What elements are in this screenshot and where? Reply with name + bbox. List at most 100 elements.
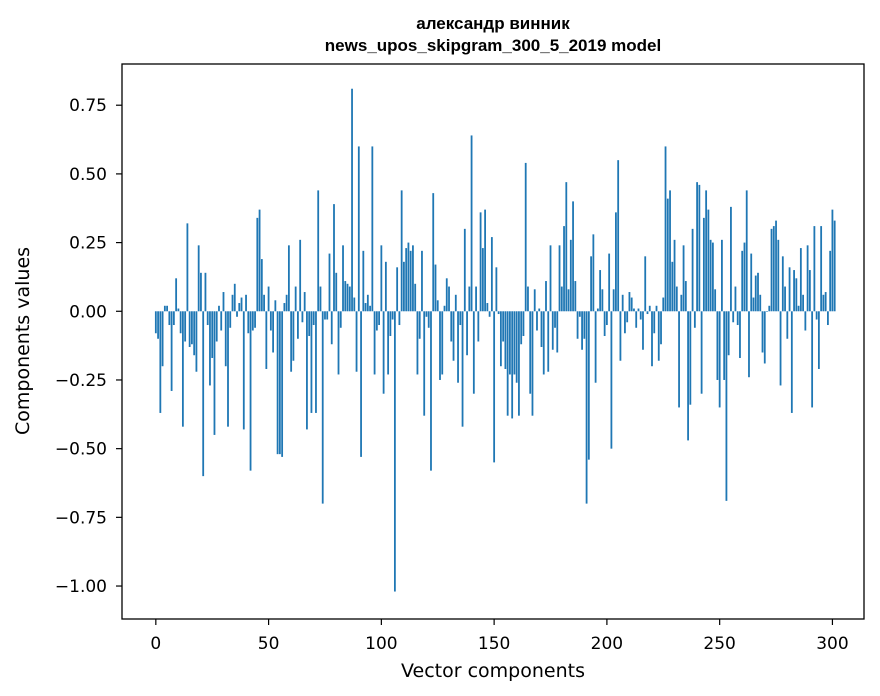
bar-component-77 — [328, 253, 331, 312]
bar-component-49 — [265, 311, 268, 369]
bar-component-253 — [725, 311, 728, 501]
bar-component-172 — [542, 311, 545, 375]
bar-component-34 — [231, 294, 234, 312]
bar-component-292 — [813, 226, 816, 312]
bar-component-0 — [154, 311, 157, 334]
bar-component-10 — [177, 308, 180, 312]
bar-component-154 — [502, 311, 505, 342]
bar-component-188 — [578, 311, 581, 317]
bar-component-124 — [434, 264, 437, 312]
bar-component-210 — [628, 292, 631, 312]
bar-component-187 — [576, 311, 579, 339]
bar-component-70 — [312, 311, 315, 326]
bar-component-220 — [651, 311, 653, 367]
bar-component-289 — [806, 245, 809, 312]
bar-component-140 — [470, 135, 473, 312]
bar-component-121 — [427, 311, 430, 328]
bar-component-108 — [398, 311, 401, 326]
bar-component-55 — [278, 311, 281, 455]
bar-component-180 — [560, 286, 563, 312]
bar-component-228 — [669, 190, 671, 312]
bar-component-37 — [238, 303, 241, 312]
bar-component-148 — [488, 311, 491, 317]
bar-component-233 — [680, 294, 683, 312]
y-axis-ticks: −1.00 −0.75 −0.50 −0.25 0.00 0.25 0.50 0.75 — [55, 96, 122, 597]
bar-component-257 — [734, 286, 737, 312]
bar-component-275 — [775, 220, 777, 312]
bar-component-24 — [209, 311, 211, 386]
bar-component-17 — [193, 311, 196, 356]
bar-component-177 — [554, 311, 556, 328]
bar-component-200 — [605, 311, 608, 326]
bar-component-104 — [389, 311, 392, 337]
bar-component-151 — [495, 267, 498, 312]
bar-component-211 — [630, 297, 633, 312]
bar-component-66 — [303, 292, 306, 312]
bar-component-16 — [191, 311, 193, 345]
bar-component-95 — [369, 305, 371, 312]
bar-component-271 — [766, 311, 768, 312]
bar-component-243 — [702, 217, 705, 312]
bar-component-105 — [391, 311, 394, 320]
y-tick-label: −0.75 — [55, 508, 107, 528]
bar-component-247 — [711, 242, 714, 312]
bar-component-136 — [461, 311, 464, 427]
bar-component-295 — [820, 226, 823, 312]
bar-component-12 — [181, 311, 184, 427]
bar-component-299 — [829, 250, 832, 312]
bar-component-100 — [380, 245, 383, 312]
bar-component-280 — [786, 311, 789, 339]
bar-component-28 — [218, 305, 220, 312]
bar-component-23 — [206, 311, 209, 326]
y-tick-label: 0.75 — [69, 96, 107, 116]
x-tick-label: 0 — [150, 634, 161, 654]
bar-component-283 — [793, 270, 795, 312]
bar-component-294 — [817, 311, 820, 369]
bar-component-4 — [163, 305, 166, 312]
bar-component-288 — [804, 311, 807, 331]
bar-component-191 — [585, 311, 588, 504]
bar-component-293 — [815, 311, 818, 320]
bar-component-216 — [642, 311, 644, 350]
bar-component-59 — [287, 245, 290, 312]
bar-component-29 — [220, 311, 223, 331]
bar-component-150 — [493, 311, 496, 463]
bar-component-249 — [716, 311, 719, 380]
x-tick-label: 250 — [703, 634, 735, 654]
bar-component-8 — [172, 311, 175, 326]
bar-component-286 — [799, 248, 802, 312]
chart-title-line-2: news_upos_skipgram_300_5_2019 model — [325, 36, 661, 55]
bar-component-199 — [603, 311, 606, 337]
bar-component-111 — [405, 248, 408, 312]
bar-component-98 — [375, 311, 378, 331]
bar-component-231 — [675, 286, 678, 312]
bar-component-64 — [299, 239, 302, 312]
x-tick-label: 200 — [591, 634, 623, 654]
bar-component-48 — [263, 294, 265, 312]
bar-component-46 — [258, 209, 261, 312]
bar-component-152 — [497, 311, 500, 315]
bar-component-65 — [301, 311, 304, 323]
bar-component-41 — [247, 311, 250, 334]
bar-component-156 — [506, 311, 509, 416]
bar-component-114 — [412, 245, 414, 312]
bar-component-237 — [689, 311, 692, 405]
bar-component-36 — [236, 311, 238, 317]
bar-component-254 — [727, 311, 730, 356]
bar-component-300 — [831, 209, 834, 312]
bar-component-62 — [294, 286, 297, 312]
bar-component-255 — [730, 206, 732, 312]
bar-component-170 — [538, 308, 541, 312]
bar-component-56 — [281, 311, 284, 457]
bar-component-145 — [481, 248, 484, 312]
bar-component-51 — [269, 311, 272, 331]
bar-component-117 — [418, 311, 421, 339]
bar-component-268 — [759, 294, 762, 312]
bar-component-265 — [752, 297, 755, 312]
bar-component-144 — [479, 212, 482, 312]
x-axis-label: Vector components — [401, 660, 585, 682]
bar-component-250 — [718, 311, 721, 408]
bar-component-223 — [657, 311, 660, 361]
bar-component-85 — [346, 283, 349, 312]
